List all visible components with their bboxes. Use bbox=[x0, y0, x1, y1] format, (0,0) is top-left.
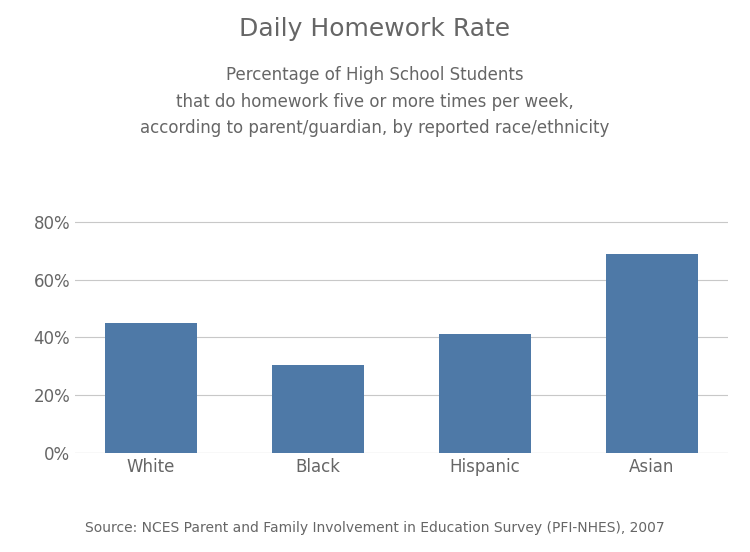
Bar bbox=[272, 365, 364, 453]
Bar bbox=[105, 323, 196, 453]
Bar bbox=[606, 253, 698, 453]
Text: Source: NCES Parent and Family Involvement in Education Survey (PFI-NHES), 2007: Source: NCES Parent and Family Involveme… bbox=[86, 522, 664, 535]
Text: Percentage of High School Students
that do homework five or more times per week,: Percentage of High School Students that … bbox=[140, 66, 610, 137]
Bar bbox=[439, 335, 531, 453]
Text: Daily Homework Rate: Daily Homework Rate bbox=[239, 17, 511, 40]
